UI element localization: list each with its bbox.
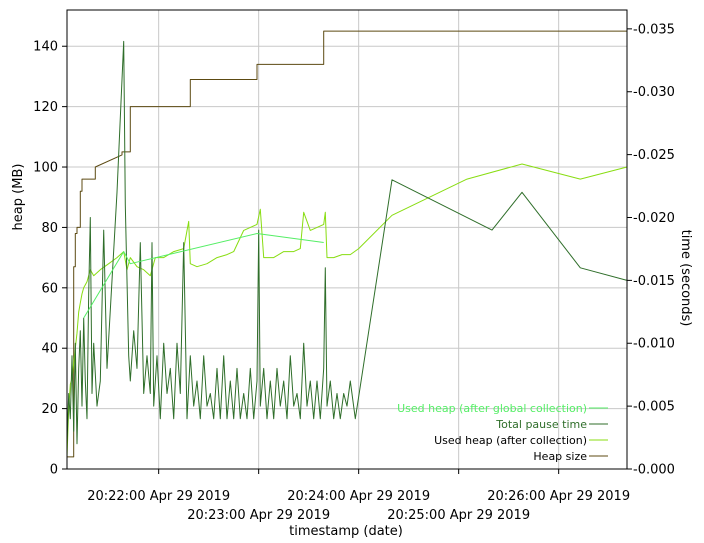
y-right-tick-label: -0.010	[633, 337, 675, 352]
y-left-tick-label: 140	[33, 40, 58, 55]
bottom-axis: 20:22:00 Apr 29 2019 20:23:00 Apr 29 2019…	[87, 469, 630, 523]
y-left-tick-label: 40	[41, 342, 58, 357]
x-tick-label: 20:25:00 Apr 29 2019	[387, 508, 530, 523]
y-left-tick-label: 60	[41, 281, 58, 296]
y-right-tick-label: -0.035	[633, 22, 675, 37]
y-right-tick-label: -0.005	[633, 400, 675, 415]
series-line-total-pause-time	[66, 40, 628, 445]
y-left-tick-label: 20	[41, 402, 58, 417]
x-axis-label: timestamp (date)	[289, 524, 403, 539]
y-left-tick-label: 80	[41, 221, 58, 236]
plot-area-background	[67, 10, 627, 469]
y-left-tick-label: 120	[33, 100, 58, 115]
y-right-tick-label: -0.015	[633, 274, 675, 289]
right-axis: -0.000 -0.005 -0.010 -0.015 -0.020 -0.025 -0.0…	[627, 22, 675, 478]
x-tick-label: 20:22:00 Apr 29 2019	[87, 489, 230, 504]
legend-entry-label: Used heap (after global collection)	[397, 402, 587, 415]
y-right-tick-label: -0.020	[633, 211, 675, 226]
y-axis-right-label: time (seconds)	[678, 230, 693, 327]
plot-area-frame	[66, 9, 628, 470]
legend-entry-label: Used heap (after collection)	[434, 434, 587, 447]
x-tick-label: 20:23:00 Apr 29 2019	[187, 508, 330, 523]
y-left-tick-label: 100	[33, 161, 58, 176]
legend-entry-label: Total pause time	[495, 418, 587, 431]
left-axis: 0 20 40 60 80 100 120 140	[33, 40, 67, 478]
y-axis-left-label: heap (MB)	[11, 164, 26, 231]
y-right-tick-label: -0.025	[633, 148, 675, 163]
x-tick-label: 20:24:00 Apr 29 2019	[287, 489, 430, 504]
legend-entry-label: Heap size	[533, 450, 587, 463]
series-line-used-heap-after-collection	[66, 163, 628, 457]
y-left-tick-label: 0	[50, 463, 58, 478]
y-right-tick-label: -0.000	[633, 463, 675, 478]
y-right-tick-label: -0.030	[633, 85, 675, 100]
series-line-heap-size	[67, 30, 627, 458]
x-tick-label: 20:26:00 Apr 29 2019	[487, 489, 630, 504]
series-line-used-heap-after-global-collection	[83, 233, 324, 319]
series-layer	[66, 30, 628, 458]
legend: Used heap (after global collection) Total…	[397, 402, 608, 463]
